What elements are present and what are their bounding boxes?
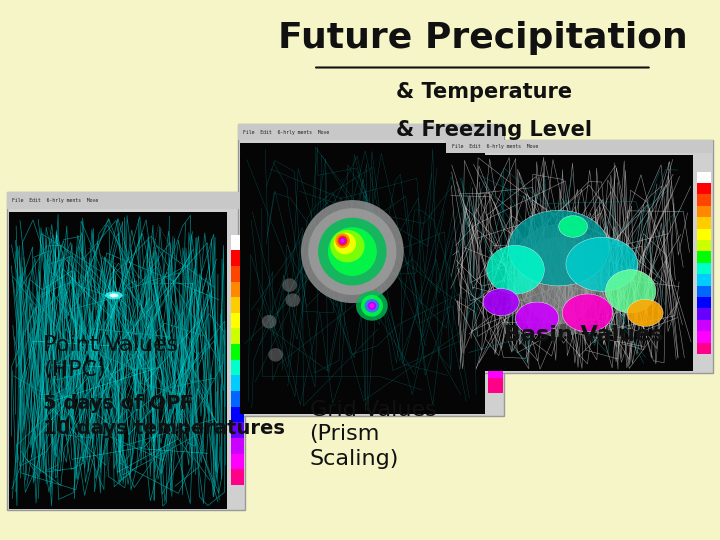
Text: Point Values
(HPC): Point Values (HPC)	[43, 335, 179, 380]
Text: Grid Values
(Prism
Scaling): Grid Values (Prism Scaling)	[310, 400, 436, 469]
FancyBboxPatch shape	[697, 240, 711, 252]
FancyBboxPatch shape	[230, 313, 243, 328]
FancyBboxPatch shape	[488, 349, 503, 364]
FancyBboxPatch shape	[697, 229, 711, 240]
FancyBboxPatch shape	[230, 375, 243, 391]
Ellipse shape	[516, 302, 559, 334]
Ellipse shape	[338, 235, 348, 246]
Ellipse shape	[334, 233, 356, 254]
Ellipse shape	[368, 302, 377, 310]
Ellipse shape	[562, 294, 613, 332]
FancyBboxPatch shape	[697, 343, 711, 354]
Ellipse shape	[566, 237, 638, 291]
FancyBboxPatch shape	[697, 331, 711, 343]
FancyBboxPatch shape	[230, 344, 243, 360]
FancyBboxPatch shape	[488, 206, 503, 221]
FancyBboxPatch shape	[7, 192, 245, 510]
FancyBboxPatch shape	[449, 156, 693, 371]
FancyBboxPatch shape	[488, 264, 503, 278]
Ellipse shape	[361, 295, 383, 316]
Ellipse shape	[364, 299, 379, 313]
Ellipse shape	[262, 315, 276, 328]
FancyBboxPatch shape	[230, 328, 243, 344]
FancyBboxPatch shape	[230, 297, 243, 313]
Ellipse shape	[483, 288, 519, 315]
FancyBboxPatch shape	[446, 140, 713, 373]
Ellipse shape	[105, 292, 122, 299]
FancyBboxPatch shape	[488, 335, 503, 349]
FancyBboxPatch shape	[488, 364, 503, 378]
Ellipse shape	[606, 269, 656, 313]
FancyBboxPatch shape	[230, 391, 243, 407]
FancyBboxPatch shape	[697, 194, 711, 206]
Text: & Freezing Level: & Freezing Level	[396, 119, 592, 140]
Ellipse shape	[269, 348, 283, 362]
FancyBboxPatch shape	[488, 192, 503, 206]
FancyBboxPatch shape	[697, 297, 711, 308]
Ellipse shape	[520, 238, 598, 323]
Text: File  Edit  6-hrly ments  Move: File Edit 6-hrly ments Move	[243, 130, 329, 134]
FancyBboxPatch shape	[230, 266, 243, 281]
FancyBboxPatch shape	[230, 438, 243, 454]
FancyBboxPatch shape	[230, 469, 243, 485]
FancyBboxPatch shape	[697, 263, 711, 274]
Ellipse shape	[282, 278, 297, 292]
FancyBboxPatch shape	[697, 320, 711, 331]
Ellipse shape	[336, 233, 350, 248]
FancyBboxPatch shape	[238, 124, 504, 140]
FancyBboxPatch shape	[240, 143, 485, 414]
FancyBboxPatch shape	[697, 206, 711, 217]
Ellipse shape	[339, 238, 346, 244]
FancyBboxPatch shape	[488, 178, 503, 192]
Ellipse shape	[318, 218, 387, 286]
FancyBboxPatch shape	[230, 281, 243, 297]
Ellipse shape	[508, 225, 610, 336]
FancyBboxPatch shape	[9, 212, 228, 509]
Ellipse shape	[285, 293, 300, 307]
FancyBboxPatch shape	[230, 454, 243, 469]
Ellipse shape	[301, 200, 404, 303]
Ellipse shape	[341, 239, 344, 243]
Text: 5 days of QPF
10 days temperatures: 5 days of QPF 10 days temperatures	[43, 394, 285, 438]
Ellipse shape	[356, 291, 388, 321]
FancyBboxPatch shape	[697, 308, 711, 320]
FancyBboxPatch shape	[488, 221, 503, 235]
Text: File  Edit  6-hrly ments  Move: File Edit 6-hrly ments Move	[12, 198, 98, 203]
Ellipse shape	[487, 245, 544, 294]
Ellipse shape	[559, 215, 588, 237]
FancyBboxPatch shape	[7, 192, 245, 209]
Text: Basin Values: Basin Values	[503, 325, 663, 345]
FancyBboxPatch shape	[697, 217, 711, 229]
FancyBboxPatch shape	[230, 360, 243, 375]
Ellipse shape	[308, 208, 397, 295]
Text: Future Precipitation: Future Precipitation	[277, 21, 688, 55]
FancyBboxPatch shape	[488, 307, 503, 321]
FancyBboxPatch shape	[697, 286, 711, 297]
FancyBboxPatch shape	[230, 235, 243, 250]
Ellipse shape	[369, 303, 374, 308]
FancyBboxPatch shape	[230, 422, 243, 438]
Text: File  Edit  6-hrly ments  Move: File Edit 6-hrly ments Move	[451, 144, 538, 149]
FancyBboxPatch shape	[488, 164, 503, 178]
Text: & Temperature: & Temperature	[396, 82, 572, 102]
FancyBboxPatch shape	[238, 124, 504, 416]
FancyBboxPatch shape	[697, 183, 711, 194]
Ellipse shape	[508, 210, 609, 286]
Ellipse shape	[627, 299, 663, 326]
FancyBboxPatch shape	[488, 235, 503, 249]
FancyBboxPatch shape	[488, 292, 503, 307]
FancyBboxPatch shape	[446, 140, 713, 153]
FancyBboxPatch shape	[697, 172, 711, 183]
FancyBboxPatch shape	[488, 378, 503, 393]
FancyBboxPatch shape	[697, 274, 711, 286]
Ellipse shape	[109, 293, 118, 298]
FancyBboxPatch shape	[488, 321, 503, 335]
FancyBboxPatch shape	[230, 407, 243, 422]
FancyBboxPatch shape	[488, 249, 503, 264]
Ellipse shape	[328, 227, 377, 276]
FancyBboxPatch shape	[230, 250, 243, 266]
FancyBboxPatch shape	[488, 278, 503, 292]
Ellipse shape	[330, 230, 364, 262]
FancyBboxPatch shape	[697, 252, 711, 263]
